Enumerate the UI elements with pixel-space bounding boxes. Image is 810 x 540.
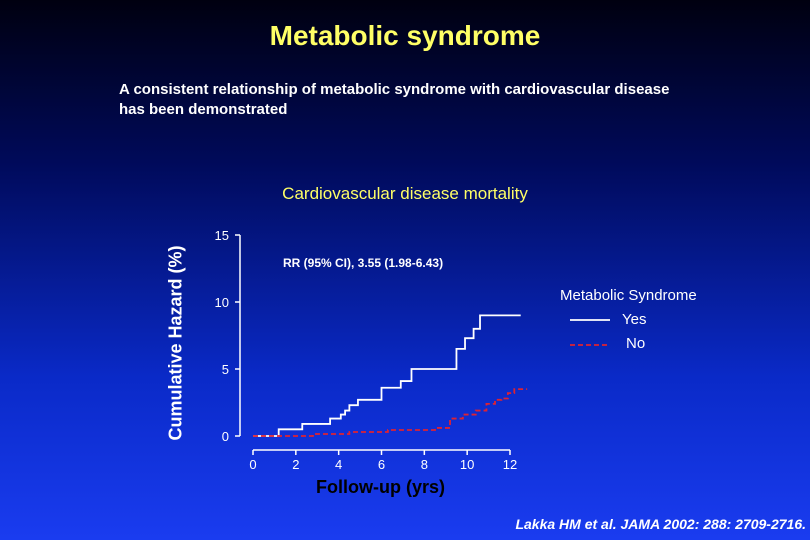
x-tick-label: 4 — [335, 457, 342, 472]
x-tick-label: 8 — [421, 457, 428, 472]
x-tick-label: 2 — [292, 457, 299, 472]
legend-title: Metabolic Syndrome — [560, 287, 697, 304]
series-line-no — [253, 388, 528, 437]
y-tick-label: 10 — [215, 295, 229, 310]
x-axis-label: Follow-up (yrs) — [316, 477, 445, 497]
y-tick-label: 5 — [222, 362, 229, 377]
chart-series — [253, 314, 528, 437]
x-tick-label: 0 — [249, 457, 256, 472]
rr-annotation: RR (95% CI), 3.55 (1.98-6.43) — [283, 256, 444, 270]
chart-ticks: 0 5 10 15 0 2 4 6 8 10 12 — [215, 228, 518, 472]
slide-subtitle: A consistent relationship of metabolic s… — [119, 81, 670, 118]
x-tick-label: 10 — [460, 457, 474, 472]
series-line-yes — [253, 314, 521, 437]
legend-label-yes: Yes — [622, 311, 647, 328]
legend-label-no: No — [626, 335, 646, 352]
y-tick-label: 15 — [215, 228, 229, 243]
chart-axes — [239, 235, 510, 451]
x-tick-label: 6 — [378, 457, 385, 472]
chart-title: Cardiovascular disease mortality — [282, 184, 528, 203]
y-tick-label: 0 — [222, 429, 229, 444]
source-citation: Lakka HM et al. JAMA 2002: 288: 2709-271… — [515, 516, 806, 532]
slide-title: Metabolic syndrome — [269, 20, 541, 51]
x-tick-label: 12 — [503, 457, 517, 472]
chart-legend — [570, 319, 610, 346]
